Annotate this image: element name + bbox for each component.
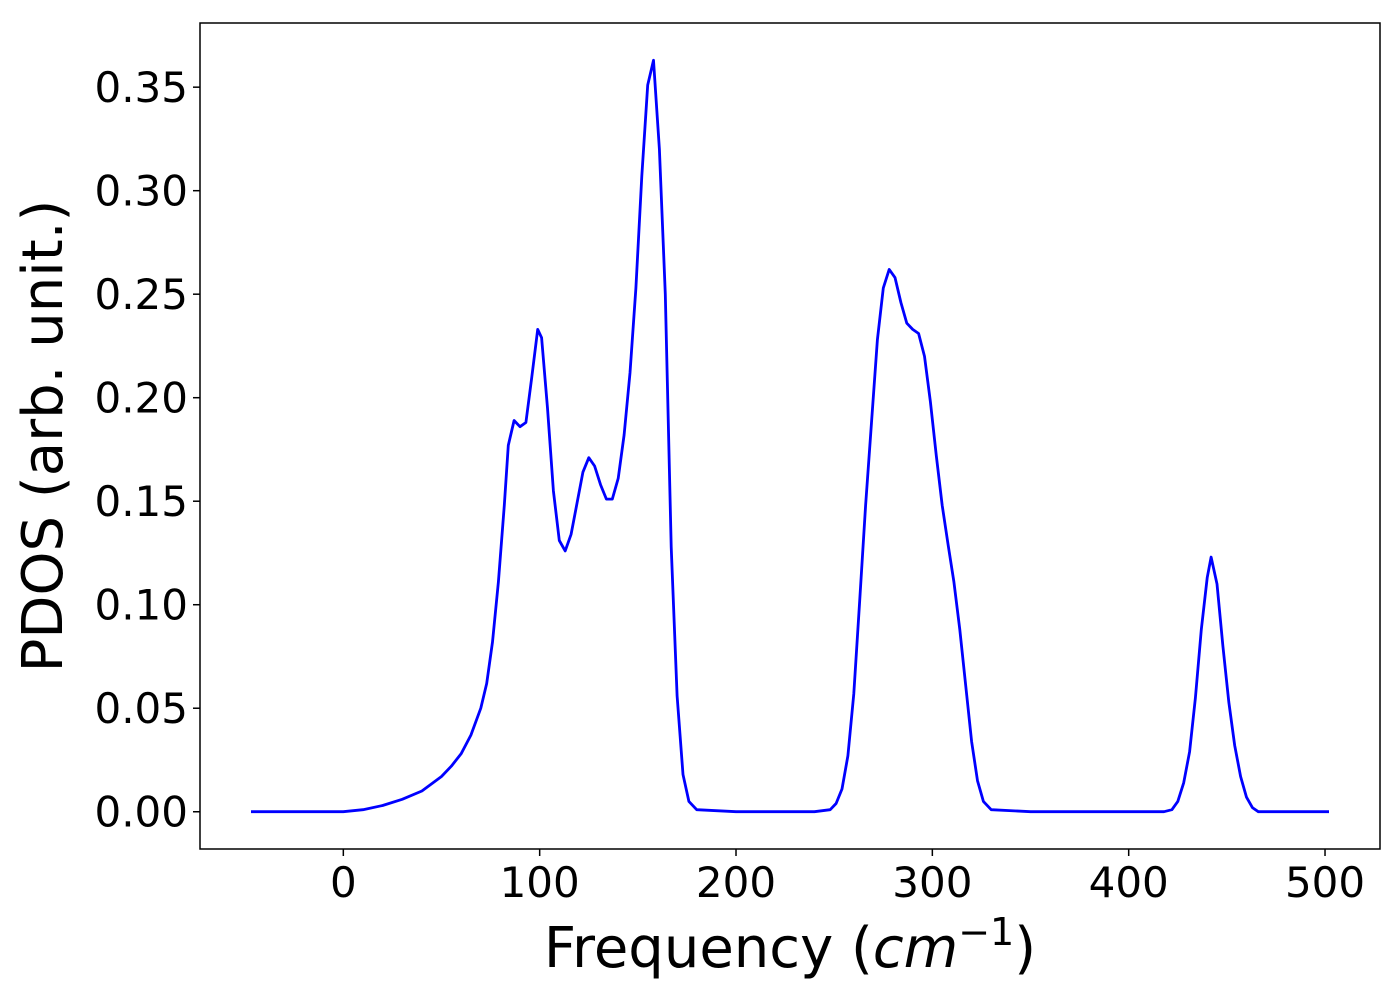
- y-tick-label: 0.15: [94, 477, 188, 526]
- y-tick-label: 0.35: [94, 63, 188, 112]
- y-tick-label: 0.20: [94, 374, 188, 423]
- y-tick-label: 0.30: [94, 167, 188, 216]
- y-axis-ticks: 0.00 0.05 0.10 0.15 0.20 0.25 0.30 0.35: [94, 63, 200, 837]
- x-tick-label: 100: [500, 858, 580, 907]
- y-tick-label: 0.25: [94, 270, 188, 319]
- y-tick-label: 0.10: [94, 581, 188, 630]
- pdos-series-line: [251, 58, 1329, 814]
- x-axis-label: Frequency (cm−1): [544, 910, 1036, 981]
- x-tick-label: 300: [892, 858, 972, 907]
- x-tick-label: 0: [330, 858, 357, 907]
- plot-area-frame: [199, 22, 1381, 850]
- x-tick-label: 500: [1285, 858, 1365, 907]
- y-tick-label: 0.05: [94, 684, 188, 733]
- y-axis-label: PDOS (arb. unit.): [11, 200, 76, 673]
- x-tick-label: 200: [696, 858, 776, 907]
- x-tick-label: 400: [1089, 858, 1169, 907]
- y-tick-label: 0.00: [94, 788, 188, 837]
- x-axis-ticks: 0 100 200 300 400 500: [330, 849, 1365, 907]
